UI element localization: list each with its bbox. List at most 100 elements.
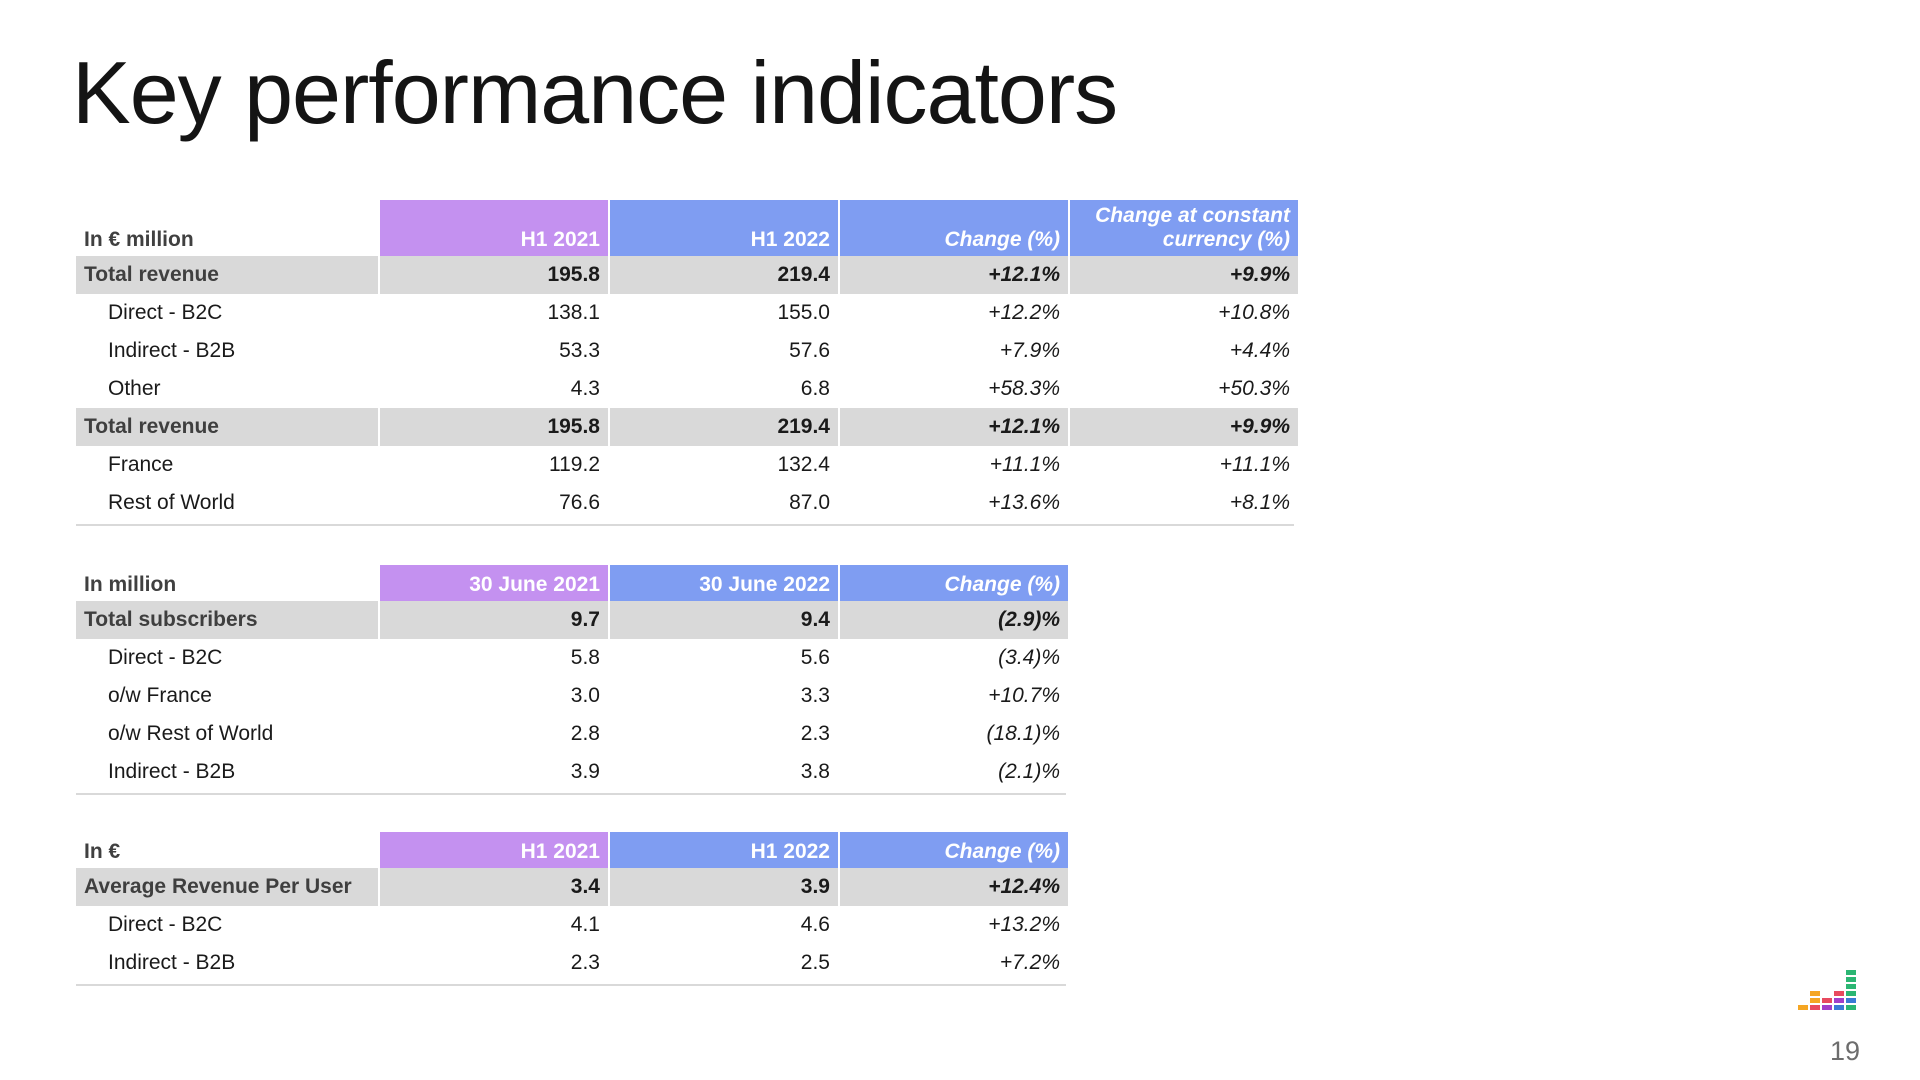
table-header: In € H1 2021 H1 2022 Change (%)	[76, 832, 1294, 868]
value-cell: 2.3	[800, 722, 830, 745]
unit-label: In €	[84, 840, 121, 863]
row-label: Total revenue	[76, 408, 378, 446]
change-cell: +13.2%	[988, 913, 1060, 936]
change-cell: +9.9%	[1070, 408, 1298, 446]
table-row: Rest of World 76.6 87.0 +13.6% +8.1%	[76, 484, 1294, 522]
column-header-change-constant-currency: Change at constant currency (%)	[1070, 200, 1298, 256]
column-header-30-june-2021: 30 June 2021	[380, 565, 608, 601]
row-label: o/w France	[108, 684, 212, 707]
value-cell: 9.7	[380, 601, 608, 639]
empty-cell	[1070, 639, 1298, 677]
table-bottom-rule	[76, 984, 1066, 986]
total-row: Total subscribers 9.7 9.4 (2.9)%	[76, 601, 1294, 639]
value-cell: 2.5	[800, 951, 830, 974]
change-cell: +12.1%	[840, 256, 1068, 294]
empty-cell	[1070, 601, 1298, 639]
subscribers-table: In million 30 June 2021 30 June 2022 Cha…	[76, 565, 1294, 795]
value-cell: 5.6	[800, 646, 830, 669]
value-cell: 3.0	[570, 684, 600, 707]
table-row: o/w France 3.0 3.3 +10.7%	[76, 677, 1294, 715]
change-cell: +58.3%	[988, 377, 1060, 400]
table-bottom-rule	[76, 793, 1066, 795]
value-cell: 219.4	[610, 408, 838, 446]
value-cell: 4.6	[800, 913, 830, 936]
value-cell: 2.8	[570, 722, 600, 745]
value-cell: 3.9	[570, 760, 600, 783]
total-row: Average Revenue Per User 3.4 3.9 +12.4%	[76, 868, 1294, 906]
row-label: Indirect - B2B	[108, 339, 236, 362]
total-row: Total revenue 195.8 219.4 +12.1% +9.9%	[76, 256, 1298, 294]
column-header-h1-2021: H1 2021	[380, 200, 608, 256]
empty-cell	[1070, 715, 1298, 753]
value-cell: 9.4	[610, 601, 838, 639]
row-label: Direct - B2C	[108, 301, 223, 324]
total-row: Total revenue 195.8 219.4 +12.1% +9.9%	[76, 408, 1298, 446]
change-cell: (18.1)%	[986, 722, 1060, 745]
change-cell: +10.8%	[1218, 301, 1290, 324]
change-cell: +12.4%	[840, 868, 1068, 906]
column-header-change: Change (%)	[840, 200, 1068, 256]
revenue-table: In € million H1 2021 H1 2022 Change (%) …	[76, 200, 1298, 526]
empty-cell	[1070, 868, 1298, 906]
row-label: o/w Rest of World	[108, 722, 274, 745]
change-cell: +4.4%	[1229, 339, 1290, 362]
row-label: Average Revenue Per User	[76, 868, 378, 906]
table-row: Direct - B2C 138.1 155.0 +12.2% +10.8%	[76, 294, 1294, 332]
change-cell: +8.1%	[1229, 491, 1290, 514]
change-cell: +12.2%	[988, 301, 1060, 324]
value-cell: 3.3	[800, 684, 830, 707]
table-row: Indirect - B2B 2.3 2.5 +7.2%	[76, 944, 1294, 982]
arpu-table-body: Average Revenue Per User 3.4 3.9 +12.4% Dire…	[76, 868, 1294, 982]
change-cell: (2.9)%	[840, 601, 1068, 639]
table-row: Other 4.3 6.8 +58.3% +50.3%	[76, 370, 1294, 408]
row-label: Direct - B2C	[108, 913, 223, 936]
column-header-h1-2022: H1 2022	[610, 832, 838, 868]
value-cell: 195.8	[380, 408, 608, 446]
change-cell: (3.4)%	[998, 646, 1060, 669]
value-cell: 3.9	[610, 868, 838, 906]
table-header: In € million H1 2021 H1 2022 Change (%) …	[76, 200, 1298, 256]
value-cell: 6.8	[800, 377, 830, 400]
equalizer-bars-logo-icon	[1798, 970, 1856, 1010]
row-label: Indirect - B2B	[108, 760, 236, 783]
arpu-table: In € H1 2021 H1 2022 Change (%) Average …	[76, 832, 1294, 986]
unit-label: In million	[84, 573, 177, 596]
table-row: Direct - B2C 4.1 4.6 +13.2%	[76, 906, 1294, 944]
change-cell: +7.2%	[999, 951, 1060, 974]
value-cell: 76.6	[559, 491, 600, 514]
value-cell: 4.3	[570, 377, 600, 400]
subscribers-table-body: Total subscribers 9.7 9.4 (2.9)% Direct - B2…	[76, 601, 1294, 791]
table-header: In million 30 June 2021 30 June 2022 Cha…	[76, 565, 1294, 601]
table-row: o/w Rest of World 2.8 2.3 (18.1)%	[76, 715, 1294, 753]
value-cell: 5.8	[570, 646, 600, 669]
value-cell: 119.2	[549, 453, 600, 476]
change-cell: +7.9%	[999, 339, 1060, 362]
change-cell: +13.6%	[988, 491, 1060, 514]
row-label: Total revenue	[76, 256, 378, 294]
value-cell: 195.8	[380, 256, 608, 294]
empty-cell	[1070, 944, 1298, 982]
empty-cell	[1070, 906, 1298, 944]
value-cell: 87.0	[789, 491, 830, 514]
row-label: Indirect - B2B	[108, 951, 236, 974]
column-header-h1-2022: H1 2022	[610, 200, 838, 256]
value-cell: 138.1	[547, 301, 600, 324]
row-label: Total subscribers	[76, 601, 378, 639]
row-label: Other	[108, 377, 161, 400]
change-cell: (2.1)%	[998, 760, 1060, 783]
empty-cell	[1070, 677, 1298, 715]
row-label: Direct - B2C	[108, 646, 223, 669]
change-cell: +50.3%	[1218, 377, 1290, 400]
slide-title: Key performance indicators	[72, 43, 1118, 142]
table-bottom-rule	[76, 524, 1294, 526]
row-label: Rest of World	[108, 491, 235, 514]
change-cell: +12.1%	[840, 408, 1068, 446]
page-number: 19	[1829, 1036, 1860, 1066]
table-row: Indirect - B2B 3.9 3.8 (2.1)%	[76, 753, 1294, 791]
value-cell: 53.3	[559, 339, 600, 362]
value-cell: 3.4	[380, 868, 608, 906]
value-cell: 219.4	[610, 256, 838, 294]
value-cell: 4.1	[570, 913, 600, 936]
column-header-change: Change (%)	[840, 832, 1068, 868]
change-cell: +10.7%	[988, 684, 1060, 707]
